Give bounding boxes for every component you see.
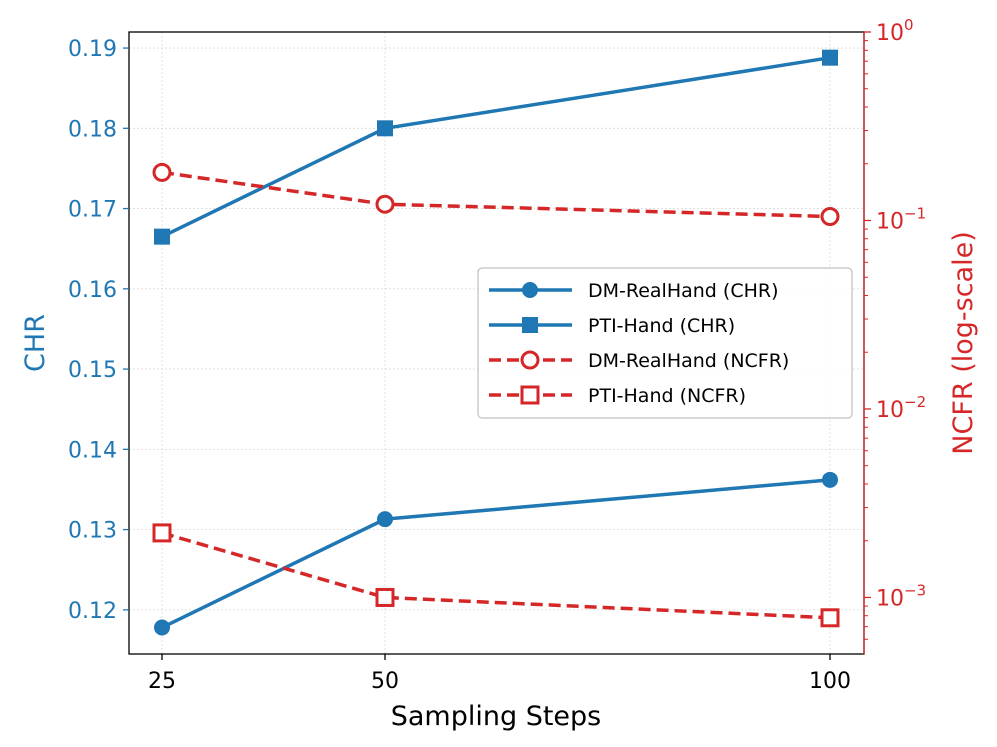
right-tick-label: 100 xyxy=(876,16,914,46)
legend-marker xyxy=(522,282,538,298)
data-point-dm-realhand-ncfr xyxy=(820,206,840,226)
legend-marker xyxy=(522,317,538,333)
axes: 0.12 0.13 0.14 0.15 0.16 0.17 0.18 0.19 25 50 100 1… xyxy=(68,16,926,694)
data-point-pti-hand-chr xyxy=(377,120,393,137)
data-point-pti-hand-ncfr xyxy=(152,523,172,543)
legend-label: PTI-Hand (NCFR) xyxy=(588,385,746,407)
x-tick-label: 25 xyxy=(148,669,176,694)
left-tick-label: 0.16 xyxy=(68,278,117,303)
data-point-pti-hand-ncfr xyxy=(375,587,395,607)
series-line-pti-hand-ncfr xyxy=(161,531,831,620)
x-tick-label: 50 xyxy=(371,669,399,694)
data-point-pti-hand-ncfr xyxy=(820,608,840,628)
data-point-pti-hand-chr xyxy=(822,49,838,66)
series-layer xyxy=(152,49,840,636)
series-line-dm-realhand-ncfr xyxy=(161,170,831,219)
x-tick-label: 100 xyxy=(809,669,851,694)
right-tick-label: 10−1 xyxy=(876,204,926,234)
left-tick-label: 0.18 xyxy=(68,117,117,142)
data-point-dm-realhand-chr xyxy=(154,619,170,636)
data-point-dm-realhand-chr xyxy=(822,471,838,488)
left-tick-label: 0.19 xyxy=(68,37,117,62)
left-tick-label: 0.12 xyxy=(68,599,117,624)
data-point-pti-hand-chr xyxy=(154,228,170,245)
left-y-axis-title: CHR xyxy=(20,314,51,372)
legend-label: DM-RealHand (CHR) xyxy=(588,280,779,302)
data-point-dm-realhand-ncfr xyxy=(375,194,395,214)
data-point-dm-realhand-chr xyxy=(377,511,393,528)
left-tick-label: 0.13 xyxy=(68,519,117,544)
legend-label: DM-RealHand (NCFR) xyxy=(588,350,789,372)
right-tick-label: 10−2 xyxy=(876,393,926,423)
left-tick-label: 0.14 xyxy=(68,438,117,463)
series-line-dm-realhand-chr xyxy=(161,478,831,630)
data-point-dm-realhand-ncfr xyxy=(152,162,172,182)
left-tick-label: 0.15 xyxy=(68,358,117,383)
x-axis-title: Sampling Steps xyxy=(391,701,602,732)
legend-marker xyxy=(520,385,540,405)
left-tick-label: 0.17 xyxy=(68,198,117,223)
series-line-pti-hand-chr xyxy=(161,55,831,239)
legend: DM-RealHand (CHR) PTI-Hand (CHR) DM-RealHa… xyxy=(477,267,853,419)
legend-box xyxy=(477,267,853,419)
right-tick-label: 10−3 xyxy=(876,581,926,611)
legend-label: PTI-Hand (CHR) xyxy=(588,315,735,337)
legend-marker xyxy=(520,350,540,370)
right-y-axis-title: NCFR (log-scale) xyxy=(948,231,979,454)
